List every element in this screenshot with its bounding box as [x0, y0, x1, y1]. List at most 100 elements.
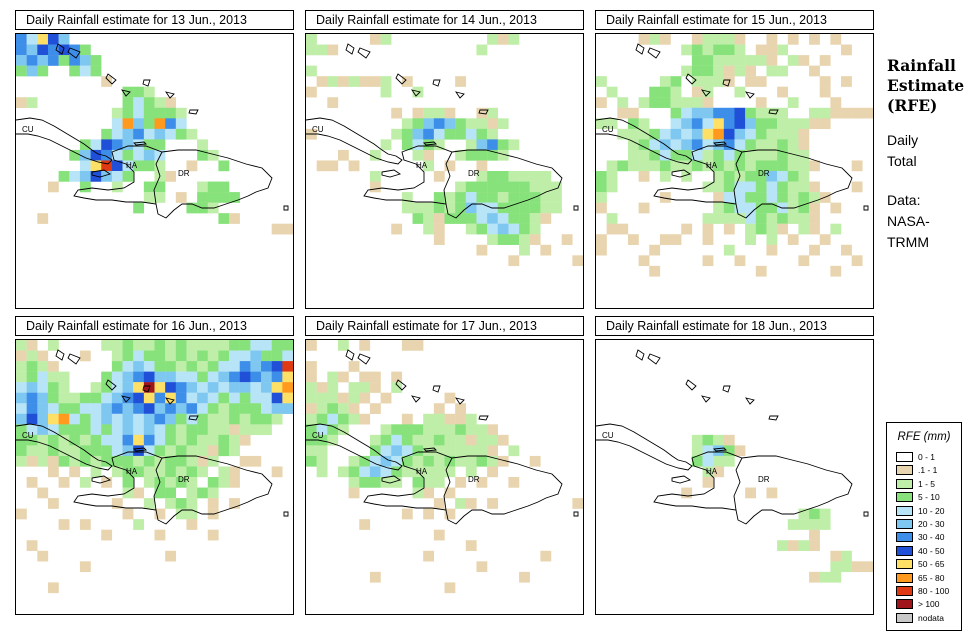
rain-cell [734, 160, 746, 172]
rain-cell [306, 65, 317, 77]
rain-cell [487, 34, 498, 45]
rain-cell [348, 392, 360, 404]
rain-cell [165, 455, 176, 467]
rainfall-map: CU HA DR [305, 33, 584, 309]
rain-cell [745, 213, 756, 224]
rain-cell [809, 244, 820, 256]
rain-cell [755, 265, 767, 277]
country-label: CU [602, 431, 614, 440]
rain-cell [111, 424, 123, 436]
rain-cell [186, 340, 198, 351]
rain-cell [175, 107, 187, 119]
rain-cell [37, 413, 49, 425]
rain-cell [133, 466, 145, 478]
rain-cell [111, 403, 123, 414]
rain-cell [691, 97, 703, 108]
rain-cell [433, 202, 445, 214]
rain-cell [798, 202, 810, 214]
rain-cell [798, 192, 810, 203]
rain-cell [787, 192, 799, 203]
rain-cell [316, 76, 328, 87]
rain-cell [79, 561, 91, 573]
rain-cell [16, 361, 27, 372]
rain-cell [497, 223, 509, 235]
bahamas-island [120, 89, 131, 97]
bahamas-island [635, 349, 645, 361]
rain-cell [101, 403, 113, 414]
rain-cell [239, 382, 251, 393]
rain-cell [670, 160, 682, 172]
rain-cell [809, 223, 820, 235]
rain-cell [122, 149, 134, 161]
rain-cell [819, 118, 831, 130]
rain-cell [713, 181, 725, 193]
rain-cell [122, 413, 134, 425]
rain-cell [455, 498, 466, 509]
rain-cell [465, 202, 477, 214]
rain-cell [627, 234, 639, 245]
rain-cell [391, 223, 403, 235]
rain-cell [766, 34, 778, 45]
rain-cell [111, 340, 123, 351]
rain-cell [830, 107, 842, 119]
rain-cell [90, 424, 102, 436]
rain-cell [487, 223, 498, 235]
rain-cell [766, 44, 778, 56]
rain-cell [755, 44, 767, 56]
rain-cell [487, 455, 498, 467]
rain-cell [165, 498, 176, 509]
rain-cell [691, 128, 703, 140]
rain-cell [809, 181, 820, 193]
rain-cell [777, 171, 788, 182]
legend-swatch [896, 465, 913, 476]
rain-cell [529, 171, 541, 182]
bahamas-island [120, 395, 131, 403]
rain-cell [47, 498, 59, 509]
rain-cell [165, 550, 176, 562]
rain-cell [766, 223, 778, 235]
rain-cell [26, 350, 38, 362]
rain-cell [197, 455, 208, 467]
rain-cell [713, 466, 725, 478]
rain-cell [175, 350, 187, 362]
rain-cell [154, 192, 166, 203]
rain-cell [787, 540, 799, 551]
bahamas-island [454, 91, 465, 99]
rain-cell [659, 192, 671, 203]
rain-cell [572, 255, 583, 267]
rain-cell [369, 466, 381, 478]
rain-cell [111, 392, 123, 404]
panel-title: Daily Rainfall estimate for 13 Jun., 201… [15, 10, 294, 30]
cuba-coastline [306, 117, 403, 165]
rain-cell [627, 118, 639, 130]
rain-cell [47, 382, 59, 393]
rain-cell [197, 434, 208, 446]
rain-cell [766, 55, 778, 66]
rain-cell [745, 234, 756, 245]
rain-cell [271, 382, 283, 393]
rain-cell [122, 392, 134, 404]
rain-cell [702, 149, 714, 161]
rain-cell [497, 234, 509, 245]
rain-cell [90, 413, 102, 425]
rain-cell [175, 371, 187, 383]
rain-cell [809, 34, 820, 45]
rain-cell [133, 97, 145, 108]
rain-cell [606, 171, 618, 182]
gonave-island [381, 169, 402, 178]
rain-cell [691, 76, 703, 87]
rain-cell [348, 413, 360, 425]
rain-cell [186, 508, 198, 520]
rain-cell [369, 371, 381, 383]
bahamas-island [700, 395, 711, 403]
rain-cell [519, 571, 530, 583]
rain-cell [175, 392, 187, 404]
rain-cell [596, 234, 607, 245]
rain-cell [787, 55, 799, 66]
rain-cell [391, 466, 403, 478]
rain-cell [497, 455, 509, 467]
rain-cell [841, 244, 852, 256]
rain-cell [165, 97, 176, 108]
rain-cell [154, 350, 166, 362]
rain-cell [596, 181, 607, 193]
